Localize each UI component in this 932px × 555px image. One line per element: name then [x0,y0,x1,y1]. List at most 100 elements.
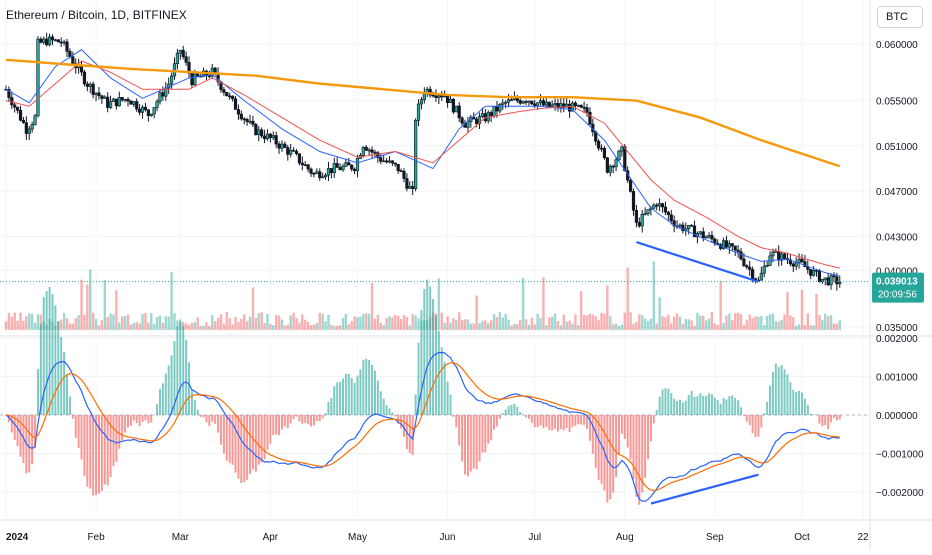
volume-bar [649,318,653,330]
candle-body [355,158,360,172]
volume-bar [80,279,83,330]
macd-histogram-bar [731,395,734,415]
macd-histogram-bar [632,415,635,480]
divergence-trendline[interactable] [636,241,759,283]
macd-histogram-bar [260,415,263,463]
candle-body [329,168,333,174]
volume-bar [62,312,66,330]
volume-bar [553,313,557,330]
volume-bar [213,321,217,330]
candle-body [477,116,482,125]
volume-bar [562,314,565,330]
candle-body [56,39,60,43]
volume-bar [455,320,458,330]
macd-histogram-bar [461,415,464,462]
macd-histogram-bar [835,415,838,421]
currency-button[interactable]: BTC [877,6,923,28]
candle-body [405,178,409,189]
candle-body [323,174,328,178]
candle-body [158,92,162,103]
macd-histogram-bar [658,396,661,415]
volume-bar [643,318,647,330]
macd-histogram-bar [214,415,217,424]
volume-bar [414,315,417,330]
macd-histogram-bar [385,405,388,415]
volume-bar [481,320,484,330]
macd-histogram-bar [554,415,557,429]
macd-histogram-bar [234,415,237,473]
volume-bar [824,313,827,330]
macd-histogram-bar [763,413,766,415]
macd-histogram-bar [702,395,705,415]
macd-histogram-bar [92,415,95,496]
macd-histogram-bar [193,399,196,415]
candle-body [782,253,787,259]
candle-body [387,160,392,163]
candle-body [567,103,572,112]
macd-histogram-bar [115,415,118,462]
candle-body [106,96,110,108]
volume-bar [629,312,632,330]
volume-bar [260,312,263,330]
macd-histogram-bar [408,415,411,454]
candle-body [646,209,650,214]
signal-line [5,362,840,492]
volume-bar [626,267,629,330]
candle-body [669,214,673,222]
candle-body [582,106,586,109]
macd-histogram-bar [536,415,539,428]
candle-body [739,251,743,260]
candle-body [698,231,702,234]
macd-histogram-bar [786,374,789,415]
candle-body [605,157,609,173]
macd-histogram-bar [153,414,156,416]
volume-bar [211,315,214,330]
candle-body [742,258,746,266]
price-tag [872,272,924,303]
macd-histogram-bar [341,378,344,415]
volume-bar [118,322,121,330]
macd-histogram-bar [39,323,42,415]
volume-bar [402,315,406,330]
macd-histogram-bar [190,389,193,415]
volume-bar [617,325,621,330]
volume-bar [65,318,69,330]
last-price-label: 0.039013 [876,277,918,288]
y-tick-label: 0.000000 [876,411,918,422]
candle-body [36,38,40,117]
candle-body [135,101,139,110]
volume-bar [519,319,522,330]
volume-bar [167,316,170,330]
macd-histogram-bar [336,382,339,415]
macd-histogram-bar [687,395,690,415]
macd-histogram-bar [417,342,420,415]
macd-histogram-bar [641,415,644,493]
candle-body [271,135,275,139]
macd-histogram-bar [356,375,359,415]
volume-bar [315,323,319,330]
macd-histogram-bar [289,415,292,424]
volume-bar [739,314,743,330]
macd-divergence-trendline[interactable] [650,473,759,505]
macd-histogram-bar [527,415,530,419]
volume-bar [748,314,751,330]
macd-histogram-bar [205,415,208,423]
volume-bar [144,312,147,330]
volume-bar [675,313,679,330]
candle-body [414,120,418,189]
volume-bar [530,317,534,330]
macd-histogram-bar [586,415,589,429]
volume-bar [449,322,452,330]
macd-histogram-bar [507,405,510,415]
volume-bar [365,313,368,330]
candle-body [437,95,441,98]
macd-histogram-bar [446,381,449,415]
candle-body [704,236,708,239]
candle-body [344,162,348,167]
candle-body [538,100,543,104]
volume-bar [248,316,252,330]
candle-body [82,71,87,85]
macd-histogram-bar [219,415,222,445]
